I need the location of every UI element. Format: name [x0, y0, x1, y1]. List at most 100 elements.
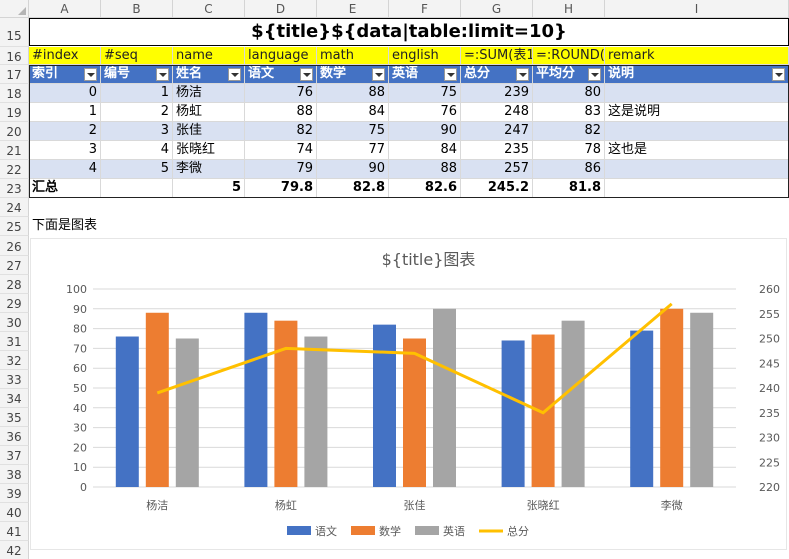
row-header-38[interactable]: 38 [0, 465, 29, 484]
filter-dropdown-icon[interactable] [156, 68, 169, 81]
row-header-30[interactable]: 30 [0, 313, 29, 332]
table-row-4-f[interactable]: 84 [389, 141, 461, 160]
table-header-a[interactable]: 索引 [29, 65, 101, 84]
row-header-31[interactable]: 31 [0, 332, 29, 351]
table-row-2-b[interactable]: 2 [101, 103, 173, 122]
table-row-3-d[interactable]: 82 [245, 122, 317, 141]
row-header-19[interactable]: 19 [0, 103, 29, 122]
summary-row-a[interactable]: 汇总 [29, 179, 101, 198]
table-row-4-b[interactable]: 4 [101, 141, 173, 160]
row-header-35[interactable]: 35 [0, 408, 29, 427]
table-row-2-c[interactable]: 杨虹 [173, 103, 245, 122]
template-cell-f[interactable]: english [389, 47, 461, 65]
table-row-1-b[interactable]: 1 [101, 84, 173, 103]
table-header-g[interactable]: 总分 [461, 65, 533, 84]
summary-row-i[interactable] [605, 179, 789, 198]
table-row-4-d[interactable]: 74 [245, 141, 317, 160]
table-row-4-g[interactable]: 235 [461, 141, 533, 160]
row-header-25[interactable]: 25 [0, 217, 29, 236]
filter-dropdown-icon[interactable] [372, 68, 385, 81]
summary-row-b[interactable] [101, 179, 173, 198]
column-header-g[interactable]: G [461, 0, 533, 18]
table-row-5-h[interactable]: 86 [533, 160, 605, 179]
table-row-5-f[interactable]: 88 [389, 160, 461, 179]
table-header-i[interactable]: 说明 [605, 65, 789, 84]
row-header-39[interactable]: 39 [0, 484, 29, 503]
summary-row-h[interactable]: 81.8 [533, 179, 605, 198]
column-header-d[interactable]: D [245, 0, 317, 18]
row-header-34[interactable]: 34 [0, 389, 29, 408]
table-row-1-i[interactable] [605, 84, 789, 103]
select-all-corner[interactable] [0, 0, 29, 18]
table-row-2-e[interactable]: 84 [317, 103, 389, 122]
summary-row-f[interactable]: 82.6 [389, 179, 461, 198]
template-cell-c[interactable]: name [173, 47, 245, 65]
filter-dropdown-icon[interactable] [84, 68, 97, 81]
table-row-3-a[interactable]: 2 [29, 122, 101, 141]
row-header-26[interactable]: 26 [0, 236, 29, 256]
filter-dropdown-icon[interactable] [300, 68, 313, 81]
summary-row-g[interactable]: 245.2 [461, 179, 533, 198]
column-header-i[interactable]: I [605, 0, 789, 18]
table-row-5-c[interactable]: 李微 [173, 160, 245, 179]
row-header-40[interactable]: 40 [0, 503, 29, 522]
table-row-1-h[interactable]: 80 [533, 84, 605, 103]
table-row-2-i[interactable]: 这是说明 [605, 103, 789, 122]
table-row-1-g[interactable]: 239 [461, 84, 533, 103]
table-header-e[interactable]: 数学 [317, 65, 389, 84]
table-row-3-i[interactable] [605, 122, 789, 141]
table-row-1-f[interactable]: 75 [389, 84, 461, 103]
column-header-b[interactable]: B [101, 0, 173, 18]
table-row-5-i[interactable] [605, 160, 789, 179]
row-header-15[interactable]: 15 [0, 18, 29, 47]
row-header-29[interactable]: 29 [0, 294, 29, 313]
row-header-41[interactable]: 41 [0, 522, 29, 541]
row-header-28[interactable]: 28 [0, 275, 29, 294]
table-header-d[interactable]: 语文 [245, 65, 317, 84]
embedded-chart[interactable]: ${title}图表 0 10 20 30 40 50 60 70 80 90 100 220 225 23… [30, 238, 787, 550]
column-header-c[interactable]: C [173, 0, 245, 18]
row-header-22[interactable]: 22 [0, 160, 29, 179]
table-row-2-a[interactable]: 1 [29, 103, 101, 122]
table-row-3-e[interactable]: 75 [317, 122, 389, 141]
row-header-18[interactable]: 18 [0, 84, 29, 103]
column-header-e[interactable]: E [317, 0, 389, 18]
template-cell-g[interactable]: =:SUM(表1 [461, 47, 533, 65]
table-row-1-c[interactable]: 杨洁 [173, 84, 245, 103]
row-header-32[interactable]: 32 [0, 351, 29, 370]
table-row-1-e[interactable]: 88 [317, 84, 389, 103]
table-row-4-e[interactable]: 77 [317, 141, 389, 160]
summary-row-e[interactable]: 82.8 [317, 179, 389, 198]
table-header-b[interactable]: 编号 [101, 65, 173, 84]
column-header-a[interactable]: A [29, 0, 101, 18]
table-row-3-c[interactable]: 张佳 [173, 122, 245, 141]
row-header-21[interactable]: 21 [0, 141, 29, 160]
table-row-2-h[interactable]: 83 [533, 103, 605, 122]
table-row-1-d[interactable]: 76 [245, 84, 317, 103]
title-cell[interactable]: ${title}${data|table:limit=10} [29, 18, 789, 46]
column-header-h[interactable]: H [533, 0, 605, 18]
row-header-17[interactable]: 17 [0, 65, 29, 84]
filter-dropdown-icon[interactable] [772, 68, 785, 81]
table-row-4-a[interactable]: 3 [29, 141, 101, 160]
row-header-37[interactable]: 37 [0, 446, 29, 465]
table-row-5-g[interactable]: 257 [461, 160, 533, 179]
row-header-24[interactable]: 24 [0, 198, 29, 217]
row-header-33[interactable]: 33 [0, 370, 29, 389]
table-row-5-a[interactable]: 4 [29, 160, 101, 179]
table-row-5-b[interactable]: 5 [101, 160, 173, 179]
table-row-2-d[interactable]: 88 [245, 103, 317, 122]
table-header-f[interactable]: 英语 [389, 65, 461, 84]
table-row-2-f[interactable]: 76 [389, 103, 461, 122]
row-header-27[interactable]: 27 [0, 256, 29, 275]
table-row-3-f[interactable]: 90 [389, 122, 461, 141]
filter-dropdown-icon[interactable] [444, 68, 457, 81]
column-header-f[interactable]: F [389, 0, 461, 18]
template-cell-h[interactable]: =:ROUND( [533, 47, 605, 65]
table-row-3-b[interactable]: 3 [101, 122, 173, 141]
table-row-5-d[interactable]: 79 [245, 160, 317, 179]
table-row-5-e[interactable]: 90 [317, 160, 389, 179]
table-row-4-i[interactable]: 这也是 [605, 141, 789, 160]
template-cell-e[interactable]: math [317, 47, 389, 65]
summary-row-d[interactable]: 79.8 [245, 179, 317, 198]
